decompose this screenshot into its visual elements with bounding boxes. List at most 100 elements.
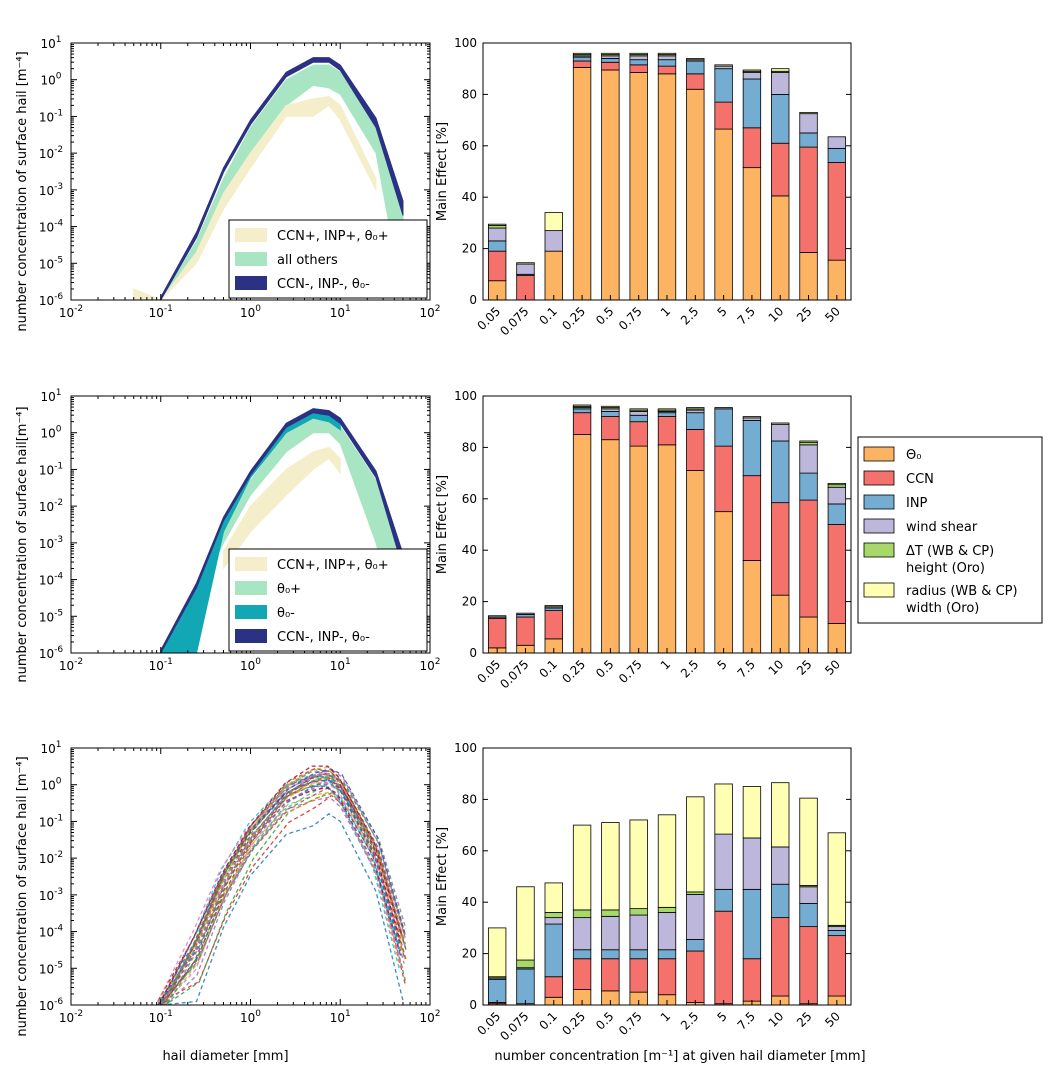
bar-segment (601, 411, 620, 417)
bar-segment (742, 888, 762, 960)
bar-segment (714, 888, 733, 912)
ensemble-line-29 (159, 774, 402, 1005)
y-tick-label: 20 (462, 242, 477, 256)
bar-segment (686, 73, 705, 90)
bar-segment (771, 68, 790, 72)
bar-segment (487, 615, 507, 618)
bar-segment (544, 976, 563, 998)
ensemble-line-6 (161, 787, 403, 1005)
bar-segment (657, 906, 677, 913)
bar-segment (544, 605, 563, 608)
bar-segment (516, 968, 535, 1005)
x-tick-label: 50 (822, 1009, 843, 1030)
y-axis-label: number concentration of surface hail[m⁻⁴… (15, 406, 30, 682)
y-tick-label: 100 (454, 36, 477, 50)
bar-segment (714, 128, 733, 301)
x-tick-label: 10-1 (149, 1009, 173, 1025)
bar-segment (771, 502, 790, 596)
bar-segment (487, 978, 507, 1003)
area-band-1 (133, 95, 377, 300)
y-tick-label: 20 (462, 947, 477, 961)
bar-segment (572, 909, 592, 919)
y-tick-label: 10-1 (39, 108, 63, 124)
bar-segment (657, 958, 677, 996)
log-panel-0: 10-2 10-1 100 101 102 10-6 10-5 10-4 10-3 10-2 10-… (15, 35, 441, 332)
bar-segment (827, 930, 847, 937)
bar-segment (742, 837, 762, 890)
bar-segment (629, 819, 648, 910)
y-axis-label: number concentration of surface hail [m⁻… (15, 51, 30, 331)
bar-segment (799, 797, 818, 886)
x-tick-label: 2.5 (678, 304, 701, 327)
bar-segment (742, 786, 762, 839)
bar-segment (827, 926, 847, 931)
bar-segment (544, 917, 563, 925)
bar-segment (714, 511, 733, 654)
bar-segment (629, 445, 648, 654)
bar-segment (686, 412, 705, 430)
bar-segment (516, 886, 535, 961)
y-tick-label: 60 (462, 492, 477, 506)
legend-label: θ₀+ (277, 582, 301, 597)
x-tick-label: 7.5 (735, 304, 758, 327)
bar-segment (771, 594, 790, 654)
bar-segment (516, 612, 535, 615)
y-axis-label: Main Effect [%] (435, 475, 450, 574)
x-tick-label: 0.5 (593, 304, 616, 327)
bar-segment (629, 55, 648, 61)
x-tick-label: 0.1 (536, 657, 559, 680)
bar-segment (827, 832, 847, 926)
bar-segment (827, 162, 847, 261)
bar-segment (629, 72, 648, 301)
bar-segment (771, 440, 790, 504)
bar-segment (799, 926, 818, 1005)
bar-segment (601, 416, 620, 441)
legend-swatch (863, 582, 895, 598)
bar-segment (601, 915, 620, 951)
bar-segment (544, 230, 563, 252)
bar-segment (516, 959, 535, 969)
bar-segment (686, 939, 705, 952)
legend-swatch (235, 276, 267, 290)
bar-segment (771, 423, 790, 442)
area-band-2 (160, 57, 404, 300)
x-tick-label: 0.1 (536, 1009, 559, 1032)
bar-segment (601, 909, 620, 917)
x-tick-label: 1 (658, 304, 673, 319)
y-tick-label: 10-3 (39, 887, 63, 903)
bar-segment (629, 949, 648, 960)
x-tick-label: 0.5 (593, 1009, 616, 1032)
x-tick-label: 102 (419, 657, 440, 673)
bar-segment (686, 58, 705, 61)
bar-segment (629, 914, 648, 951)
bar-segment (487, 250, 507, 282)
bar-segment (572, 56, 592, 62)
y-tick-label: 101 (40, 388, 61, 404)
bar-segment (657, 408, 677, 411)
y-axis-label: Main Effect [%] (435, 122, 450, 221)
bar-segment (657, 73, 677, 301)
bar-segment (544, 923, 563, 978)
y-tick-label: 10-4 (39, 219, 64, 235)
y-tick-label: 100 (454, 389, 477, 403)
ensemble-line-19 (160, 777, 405, 1002)
y-axis-label: number concentration of surface hail [m⁻… (15, 756, 30, 1036)
bar-segment (742, 69, 762, 72)
x-axis-label: number concentration [m⁻¹] at given hail… (494, 1049, 865, 1064)
legend-swatch (235, 605, 267, 619)
x-tick-label: 0.75 (616, 304, 645, 333)
legend-swatch (235, 581, 267, 595)
y-tick-label: 100 (454, 741, 477, 755)
bar-segment (629, 59, 648, 66)
bar-segment (771, 94, 790, 144)
bar-segment (827, 259, 847, 301)
ensemble-line-24 (157, 770, 401, 1005)
bar-segment (742, 416, 762, 419)
bar-segment (771, 142, 790, 197)
x-tick-label: 7.5 (735, 1009, 758, 1032)
ensemble-line-2 (163, 792, 407, 1005)
bar-segment (799, 472, 818, 501)
legend-label: all others (277, 253, 338, 268)
legend-swatch (235, 629, 267, 643)
